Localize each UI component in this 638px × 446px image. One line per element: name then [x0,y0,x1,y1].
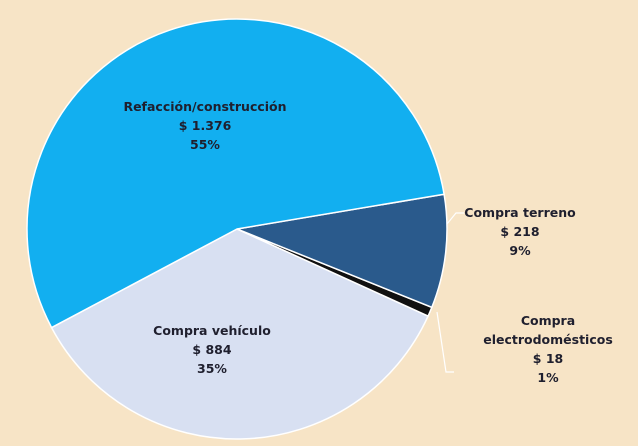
category-label: Compra terreno [464,205,576,220]
category-label: Compra electrodomésticos [483,313,613,347]
pie-slice [26,18,445,329]
category-label: Refacción/construcción [123,99,287,114]
slice-label: Compra terreno $ 218 9% [450,203,590,260]
leader-line [446,212,464,225]
percent-label: 1% [537,370,559,385]
value-label: $ 1.376 [178,118,232,133]
pie-slice [50,228,430,440]
percent-label: 9% [509,243,531,258]
percent-label: 35% [197,361,227,376]
value-label: $ 884 [192,342,232,357]
value-label: $ 18 [532,351,564,366]
slice-label: Compra electrodomésticos $ 18 1% [458,311,638,387]
percent-label: 55% [190,137,220,152]
leader-line [436,311,454,373]
value-label: $ 218 [500,224,540,239]
pie-slice [234,193,448,309]
slice-label: Compra vehículo $ 884 35% [112,321,312,378]
slice-label: Refacción/construcción $ 1.376 55% [95,97,315,154]
category-label: Compra vehículo [153,323,271,338]
